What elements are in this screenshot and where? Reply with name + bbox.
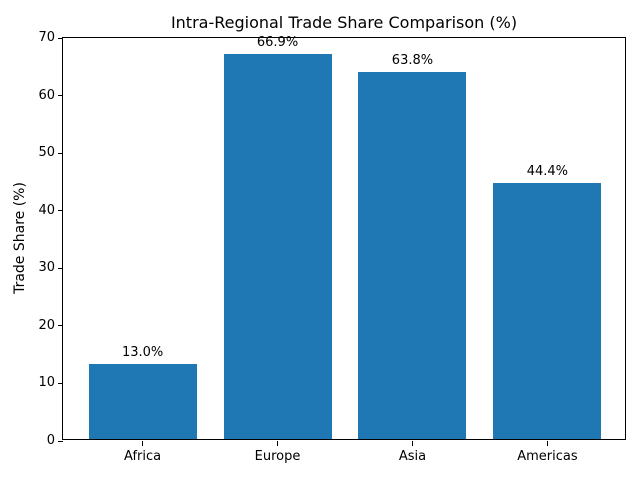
y-tick-mark (58, 325, 63, 327)
y-tick-mark (58, 210, 63, 212)
y-tick-label: 10 (38, 375, 55, 391)
bar-africa (88, 364, 197, 439)
y-tick-label: 40 (38, 202, 55, 218)
x-tick-mark (142, 441, 144, 446)
y-tick-label: 60 (38, 87, 55, 103)
y-tick-mark (58, 382, 63, 384)
y-axis-label: Trade Share (%) (12, 182, 28, 294)
bar-asia (358, 71, 467, 439)
x-tick-label-europe: Europe (254, 449, 301, 464)
x-tick-label-americas: Americas (517, 449, 578, 464)
x-tick-mark (546, 441, 548, 446)
plot-area: 0 10 20 30 40 50 60 70 13.0% Africa 66.9% Europe 63.… (38, 30, 626, 464)
bar-europe (223, 53, 332, 439)
y-tick-label: 30 (38, 260, 55, 276)
bar-americas (493, 183, 602, 439)
y-tick-label: 50 (38, 145, 55, 161)
y-tick-mark (58, 440, 63, 442)
x-tick-label-africa: Africa (124, 449, 162, 464)
bar-value-label: 13.0% (121, 345, 164, 361)
y-tick-label: 70 (38, 30, 55, 45)
y-tick-mark (58, 37, 63, 39)
y-tick-mark (58, 95, 63, 97)
y-tick-mark (58, 152, 63, 154)
bar-value-label: 66.9% (256, 34, 299, 50)
x-tick-mark (277, 441, 279, 446)
y-tick-mark (58, 267, 63, 269)
bar-value-label: 63.8% (391, 52, 434, 68)
chart-title: Intra-Regional Trade Share Comparison (%… (170, 13, 518, 32)
x-tick-mark (411, 441, 413, 446)
x-tick-label-asia: Asia (398, 449, 427, 464)
y-tick-label: 0 (46, 433, 55, 448)
bar-value-label: 44.4% (526, 164, 569, 180)
y-tick-label: 20 (38, 317, 55, 333)
